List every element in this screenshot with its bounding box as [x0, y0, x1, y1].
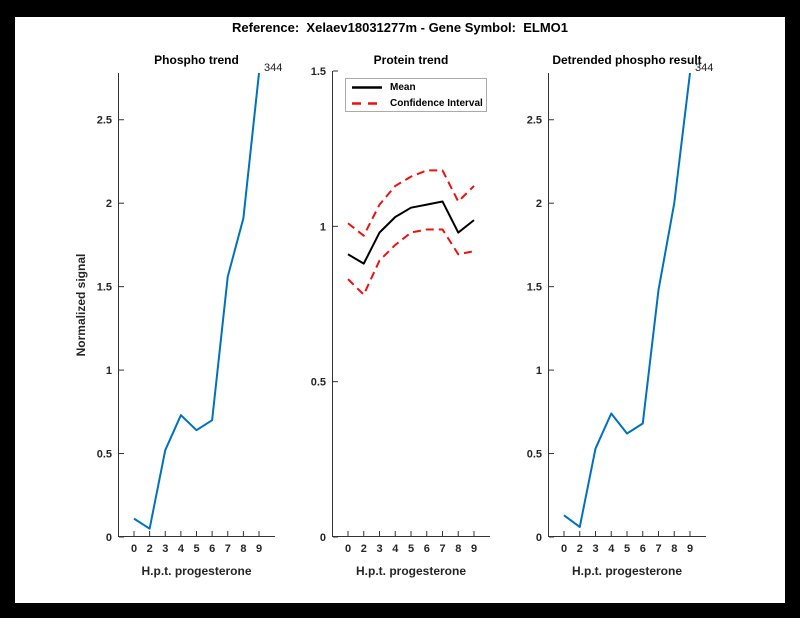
svg-text:0: 0 [561, 543, 567, 555]
legend-label: Mean [390, 81, 416, 93]
protein-trend-plot: 00.511.50 2 3 4 5 6 7 8 9 [311, 66, 490, 555]
svg-text:8: 8 [671, 543, 677, 555]
subplot-title: Protein trend [373, 53, 449, 67]
legend: Mean Confidence Interval [345, 78, 487, 112]
svg-text:1.5: 1.5 [97, 282, 112, 294]
svg-text:5: 5 [624, 543, 630, 555]
svg-text:2: 2 [361, 543, 367, 555]
legend-label: Confidence Interval [390, 97, 483, 109]
svg-text:6: 6 [424, 543, 430, 555]
svg-text:2: 2 [106, 198, 112, 210]
svg-text:2: 2 [536, 198, 542, 210]
svg-text:7: 7 [655, 543, 661, 555]
svg-text:1: 1 [106, 365, 112, 377]
svg-text:2: 2 [577, 543, 583, 555]
svg-text:8: 8 [240, 543, 246, 555]
svg-text:8: 8 [455, 543, 461, 555]
svg-text:1: 1 [536, 365, 542, 377]
svg-text:7: 7 [439, 543, 445, 555]
legend-item-confidence-interval: Confidence Interval [346, 95, 486, 111]
svg-text:6: 6 [640, 543, 646, 555]
svg-text:1: 1 [320, 221, 326, 233]
svg-text:0.5: 0.5 [311, 377, 326, 389]
svg-text:9: 9 [256, 543, 262, 555]
y-axis-label: Normalized signal [74, 253, 88, 357]
svg-text:2.5: 2.5 [527, 115, 542, 127]
svg-text:0: 0 [131, 543, 137, 555]
svg-text:3: 3 [162, 543, 168, 555]
svg-text:7: 7 [225, 543, 231, 555]
svg-text:1.5: 1.5 [311, 66, 326, 78]
svg-text:5: 5 [193, 543, 199, 555]
svg-text:0: 0 [320, 532, 326, 544]
svg-text:4: 4 [608, 543, 615, 555]
svg-text:0: 0 [536, 532, 542, 544]
svg-text:0.5: 0.5 [97, 449, 112, 461]
svg-text:0.5: 0.5 [527, 449, 542, 461]
subplot-title: Detrended phospho result [552, 53, 702, 67]
end-value-annotation: 344 [695, 62, 714, 74]
detrended-phospho-plot: 00.511.522.50 2 3 4 5 6 7 8 9 [527, 72, 706, 555]
end-value-annotation: 344 [264, 62, 283, 74]
svg-text:1.5: 1.5 [527, 282, 542, 294]
svg-text:3: 3 [376, 543, 382, 555]
svg-text:2: 2 [147, 543, 153, 555]
mean-line-sample-icon [352, 85, 382, 89]
svg-text:4: 4 [392, 543, 399, 555]
svg-text:0: 0 [106, 532, 112, 544]
phospho-trend-plot: 00.511.522.50 2 3 4 5 6 7 8 9 [97, 72, 275, 555]
svg-text:9: 9 [471, 543, 477, 555]
x-axis-label: H.p.t. progesterone [571, 564, 682, 578]
legend-item-mean: Mean [346, 79, 486, 95]
svg-text:3: 3 [592, 543, 598, 555]
subplot-title: Phospho trend [154, 53, 239, 67]
svg-text:4: 4 [178, 543, 185, 555]
figure-title: Reference: Xelaev18031277m - Gene Symbol… [232, 20, 568, 35]
svg-text:2.5: 2.5 [97, 115, 112, 127]
ci-dashed-line-sample-icon [352, 101, 382, 105]
x-axis-label: H.p.t. progesterone [141, 564, 252, 578]
svg-text:5: 5 [408, 543, 414, 555]
x-axis-label: H.p.t. progesterone [355, 564, 466, 578]
svg-text:6: 6 [209, 543, 215, 555]
svg-text:0: 0 [345, 543, 351, 555]
svg-text:9: 9 [687, 543, 693, 555]
figure-canvas: Reference: Xelaev18031277m - Gene Symbol… [15, 17, 785, 603]
